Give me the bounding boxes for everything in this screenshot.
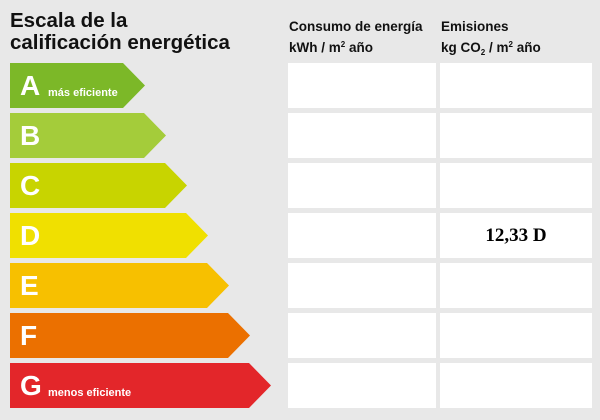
rating-letter: D [20,220,41,251]
rating-arrow-d: D [10,213,208,258]
consumo-unit-pre: kWh / m [289,40,341,55]
emisiones-unit-pre: kg CO [441,40,481,55]
emisiones-cell-e [440,263,592,308]
consumo-cell-g [288,363,436,408]
rating-letter: B [20,120,41,151]
emisiones-header-line-2: kg CO2 / m2 año [441,36,541,62]
emisiones-cell-b [440,113,592,158]
emisiones-unit-sub: 2 [480,48,486,57]
rating-letter: A [20,70,41,101]
consumo-cell-d [288,213,436,258]
rating-arrow-e: E [10,263,229,308]
emisiones-header-line-1: Emisiones [441,19,509,34]
rating-letter: G [20,370,42,401]
column-header-consumo: Consumo de energía kWh / m2 año [289,18,423,57]
emisiones-unit-sup: 2 [508,40,513,49]
rating-description: menos eficiente [48,387,132,399]
column-header-emisiones: Emisiones kg CO2 / m2 año [441,18,541,62]
consumo-unit-sup: 2 [340,40,346,49]
page-title: Escala de la calificación energética [10,10,230,54]
rating-arrow-b: B [10,113,166,158]
emisiones-cell-g [440,363,592,408]
consumo-header-line-1: Consumo de energía [289,19,423,34]
rating-letter: E [20,270,39,301]
consumo-cell-f [288,313,436,358]
rating-description: más eficiente [48,87,118,99]
emisiones-unit-post: año [512,40,541,55]
emisiones-cell-f [440,313,592,358]
consumo-cell-e [288,263,436,308]
rating-letter: F [20,320,38,351]
rating-arrow-c: C [10,163,187,208]
consumo-cell-c [288,163,436,208]
consumo-unit-post: año [345,40,373,55]
emisiones-cell-c [440,163,592,208]
title-line-2: calificación energética [10,31,230,54]
emisiones-unit-mid: / m [485,40,509,55]
title-line-1: Escala de la [10,9,128,32]
consumo-cell-b [288,113,436,158]
emisiones-cell-d [440,213,592,258]
rating-arrow-f: F [10,313,250,358]
rating-letter: C [20,170,41,201]
emisiones-cell-a [440,63,592,108]
emisiones-value: 12,33 D [485,225,547,246]
consumo-cell-a [288,63,436,108]
consumo-header-line-2: kWh / m2 año [289,36,423,57]
